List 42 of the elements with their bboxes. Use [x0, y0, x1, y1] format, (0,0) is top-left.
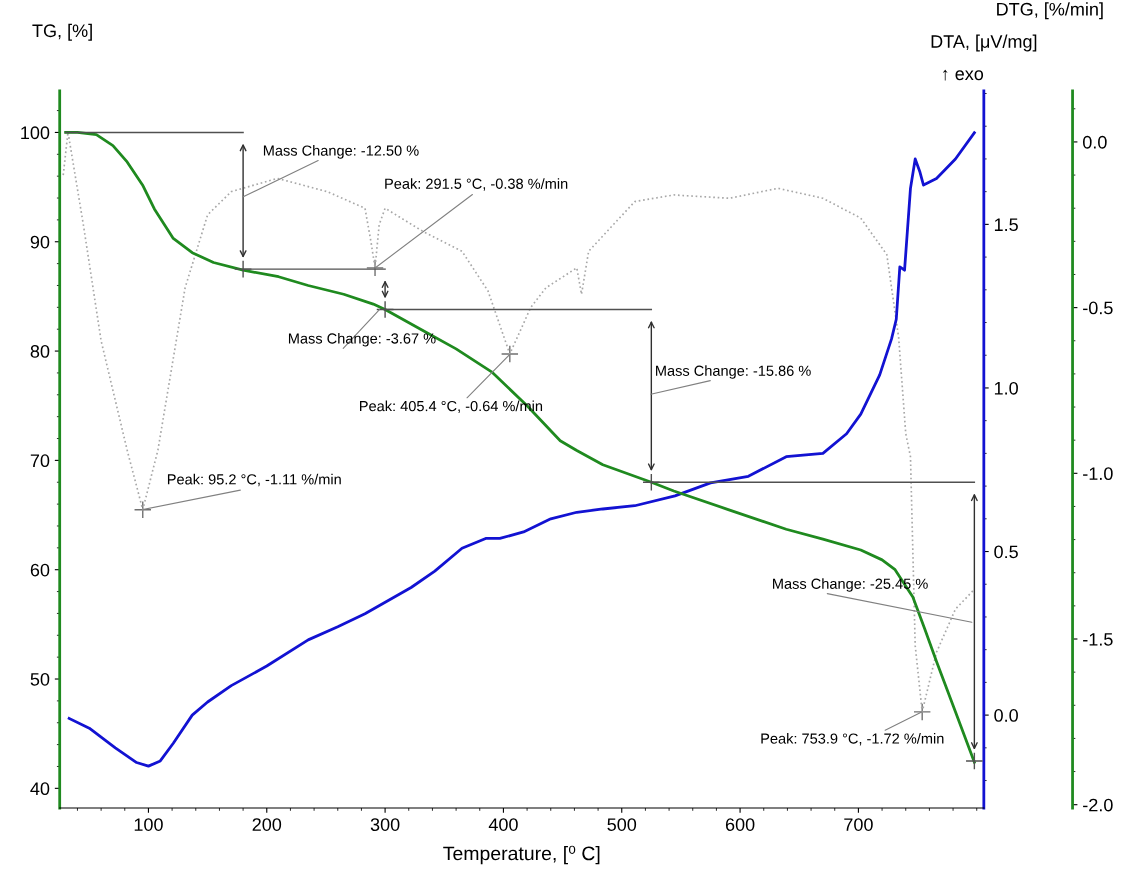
y-tick-label: 50 [30, 672, 50, 686]
annotation: Peak: 753.9 °C, -1.72 %/min [761, 733, 944, 746]
y-tick-label: 90 [30, 235, 50, 249]
annotation: Peak: 291.5 °C, -0.38 %/min [385, 178, 568, 191]
point [133, 500, 152, 519]
text: ↑ exo [943, 69, 984, 81]
y-axis-title: TG, [%] [32, 23, 92, 41]
point [366, 258, 384, 277]
point [500, 345, 519, 363]
y3-tick-label: 0.0 [1082, 135, 1107, 149]
y3-tick-label: -1.0 [1083, 467, 1113, 481]
x-tick-label: 100 [134, 818, 163, 831]
y-tick-label: 60 [30, 563, 50, 577]
y-tick-label: 40 [30, 782, 50, 796]
annotation: Mass Change: -15.86 % [656, 365, 811, 379]
y2-tick-label: 0.0 [994, 709, 1018, 722]
y2-tick-label: 1.5 [994, 218, 1018, 232]
point [913, 702, 932, 721]
annotation: Mass Change: -3.67 % [288, 332, 436, 347]
point [376, 300, 395, 319]
x-tick-label: 500 [607, 818, 637, 831]
point [234, 260, 253, 279]
annotation: Mass Change: -12.50 % [263, 145, 419, 159]
x-tick-label: 700 [844, 818, 873, 831]
annotation: Peak: 95.2 °C, -1.11 %/min [167, 473, 341, 487]
y3-axis-title: DTG, [%/min] [997, 2, 1103, 20]
y2-tick-label: 0.5 [994, 545, 1018, 559]
y-tick-label: 100 [21, 126, 50, 140]
y-tick-label: 80 [30, 345, 50, 358]
point [965, 751, 984, 771]
x-axis-title: Temperature, [⁰ C] [443, 845, 600, 865]
x-tick-label: 600 [725, 818, 755, 831]
y2-axis-title: DTA, [μV/mg] [931, 34, 1037, 52]
x-tick-label: 300 [370, 818, 400, 831]
y-tick-label: 70 [30, 454, 50, 468]
point [642, 473, 661, 492]
x-tick-label: 200 [252, 818, 282, 831]
y3-tick-label: -0.5 [1083, 301, 1113, 315]
y3-tick-label: -2.0 [1083, 798, 1113, 812]
y2-tick-label: 1.0 [994, 381, 1018, 395]
y3-tick-label: -1.5 [1083, 633, 1113, 646]
x-tick-label: 400 [488, 818, 518, 831]
